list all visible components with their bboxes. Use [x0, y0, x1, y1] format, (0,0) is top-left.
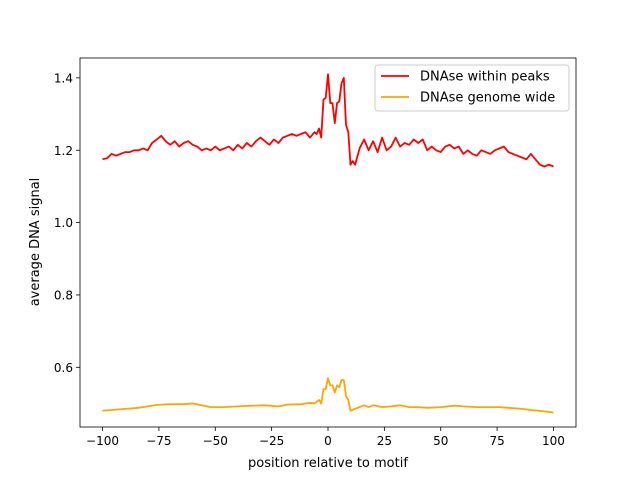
y-tick-label: 0.8 [54, 288, 73, 302]
x-tick-label: 50 [433, 434, 448, 448]
legend-label-genome: DNAse genome wide [420, 91, 555, 106]
legend: DNAse within peaks DNAse genome wide [374, 64, 570, 112]
y-tick-label: 0.6 [54, 361, 73, 375]
y-tick-label: 1.0 [54, 216, 73, 230]
y-axis-label: average DNA signal [28, 178, 43, 307]
x-tick-label: −50 [203, 434, 228, 448]
series-lines [102, 73, 554, 414]
x-tick-label: 0 [324, 434, 332, 448]
x-tick-label: 25 [377, 434, 392, 448]
x-tick-label: 100 [542, 434, 565, 448]
x-tick-label: −25 [259, 434, 284, 448]
y-tick-label: 1.2 [54, 144, 73, 158]
x-tick-label: 75 [489, 434, 504, 448]
series-line-1 [102, 377, 554, 414]
x-axis-label: position relative to motif [248, 456, 408, 471]
y-tick-label: 1.4 [54, 71, 73, 85]
y-axis: 0.6 0.8 1.0 1.2 1.4 [54, 71, 80, 375]
series-line-0 [102, 73, 554, 168]
legend-box [374, 64, 570, 112]
x-tick-label: −100 [86, 434, 119, 448]
x-tick-label: −75 [146, 434, 171, 448]
x-axis: −100 −75 −50 −25 0 25 50 75 100 [86, 427, 565, 448]
legend-label-peaks: DNAse within peaks [420, 70, 550, 85]
